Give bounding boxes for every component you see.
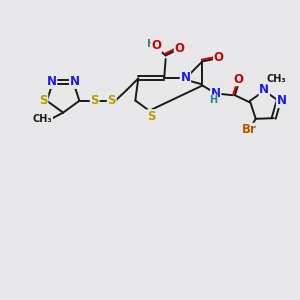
Text: O: O <box>175 42 184 55</box>
Text: S: S <box>39 94 48 107</box>
Text: N: N <box>259 83 269 96</box>
Text: O: O <box>214 51 224 64</box>
Text: N: N <box>180 71 190 84</box>
Text: CH₃: CH₃ <box>266 74 286 84</box>
Text: S: S <box>90 94 99 107</box>
Text: H: H <box>209 95 217 105</box>
Text: N: N <box>277 94 286 107</box>
Text: S: S <box>147 110 155 123</box>
Text: N: N <box>46 75 57 88</box>
Text: H: H <box>147 39 155 49</box>
Text: S: S <box>107 94 116 107</box>
Text: N: N <box>70 75 80 88</box>
Text: O: O <box>233 73 243 85</box>
Text: O: O <box>151 39 161 52</box>
Text: N: N <box>211 87 221 100</box>
Text: Br: Br <box>242 124 257 136</box>
Text: CH₃: CH₃ <box>33 114 52 124</box>
